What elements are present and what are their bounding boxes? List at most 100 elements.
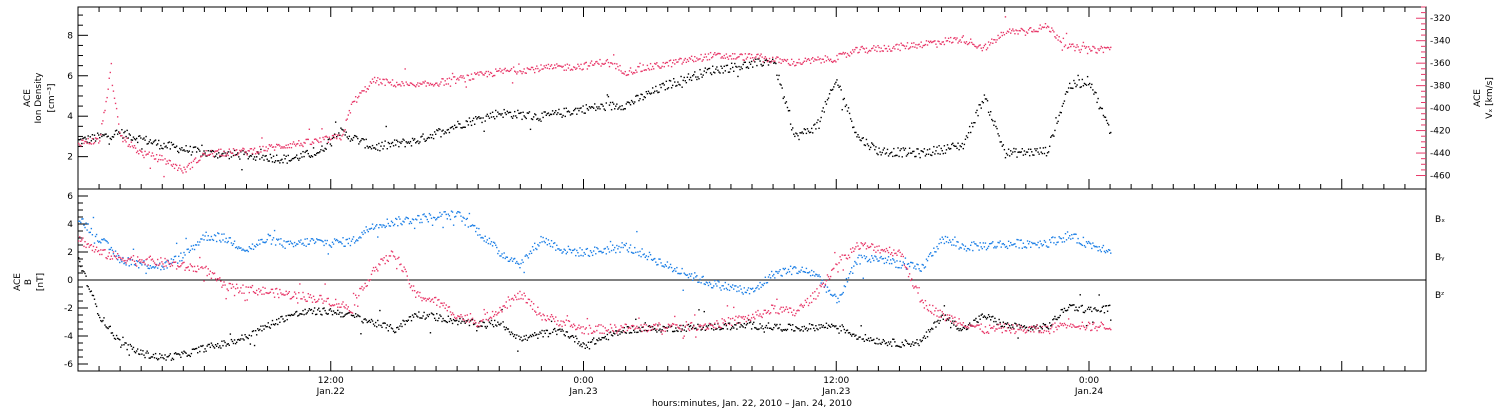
vx-point [481, 72, 483, 74]
vx-point [736, 57, 738, 59]
by-point [312, 239, 315, 241]
by-point [909, 261, 912, 264]
vx-point [714, 52, 716, 54]
bz-point [527, 298, 530, 300]
vx-point [722, 57, 724, 59]
by-point [100, 242, 102, 244]
bx-point [843, 328, 846, 331]
bx-point [995, 320, 997, 323]
vx-point [594, 62, 596, 65]
density-point [233, 149, 236, 152]
by-point [350, 240, 353, 242]
by-point [979, 242, 981, 244]
density-point [1005, 152, 1008, 155]
bx-point [132, 346, 135, 349]
by-point [667, 267, 670, 269]
by-point [293, 241, 296, 244]
by-point [114, 250, 117, 252]
by-point [384, 226, 386, 229]
density-point [275, 154, 278, 156]
vx-point [683, 59, 685, 61]
bz-point [452, 313, 455, 316]
bx-point [320, 313, 322, 316]
density-point [1032, 154, 1034, 156]
bx-point [1032, 329, 1034, 331]
by-point [432, 216, 435, 219]
density-point [322, 149, 324, 152]
bx-point [829, 326, 832, 328]
density-point [648, 92, 651, 94]
vx-point [853, 51, 855, 53]
bx-point [615, 330, 617, 332]
by-point [656, 264, 658, 266]
density-point [947, 147, 950, 149]
by-point [520, 262, 522, 265]
bx-point [446, 321, 448, 324]
by-point [546, 244, 549, 246]
density-point [320, 149, 322, 151]
density-point [118, 131, 120, 133]
bz-point [283, 294, 285, 296]
by-point [759, 281, 761, 284]
density-point [340, 127, 342, 129]
density-point [813, 124, 815, 126]
density-point [814, 123, 816, 125]
density-point [985, 98, 988, 100]
density-point [264, 155, 266, 157]
by-point [949, 241, 952, 243]
bx-point [1035, 325, 1037, 328]
by-point [735, 285, 737, 287]
bz-point [328, 303, 331, 305]
bx-point [121, 344, 123, 346]
vx-point [709, 51, 712, 54]
by-point [422, 213, 424, 216]
vx-point [847, 54, 850, 56]
bx-point [264, 324, 266, 327]
vx-point [510, 68, 513, 70]
x-tick-label-date: Jan.23 [821, 387, 850, 397]
bz-point [842, 269, 844, 271]
density-point [423, 138, 425, 140]
bz-point [730, 324, 733, 327]
by-point [579, 247, 581, 249]
vx-point [475, 73, 477, 76]
density-point [266, 158, 268, 160]
density-point [887, 155, 890, 157]
vx-point [1052, 29, 1054, 32]
by-point [980, 246, 982, 248]
bz-point [706, 327, 709, 329]
bx-point [159, 353, 161, 355]
density-point [852, 126, 854, 129]
by-point [405, 216, 407, 219]
bz-point [109, 258, 111, 260]
by-point [366, 229, 368, 231]
vx-point [187, 164, 189, 167]
vx-point [1026, 32, 1029, 34]
by-point [170, 258, 173, 260]
vx-point [711, 56, 714, 58]
bz-point [112, 251, 115, 253]
bx-point [887, 341, 890, 343]
density-point [517, 109, 519, 112]
bx-point [274, 323, 277, 325]
by-point [129, 259, 132, 261]
by-point [595, 253, 597, 255]
vx-point [921, 46, 923, 49]
vx-point [657, 65, 659, 67]
bz-point [349, 311, 352, 313]
vx-point [975, 45, 977, 48]
bx-point [415, 313, 417, 315]
bx-point [534, 332, 536, 334]
by-point [344, 245, 346, 247]
bz-point [878, 245, 880, 247]
vx-point [920, 41, 922, 43]
by-point [763, 282, 765, 285]
by-point [707, 284, 710, 287]
bz-point [567, 319, 570, 322]
bx-point [95, 305, 98, 308]
bz-point [304, 298, 306, 301]
vx-point [582, 68, 584, 70]
bottom-y-tick-label: 2 [67, 248, 73, 258]
bx-point [827, 324, 830, 326]
vx-point [204, 154, 206, 156]
